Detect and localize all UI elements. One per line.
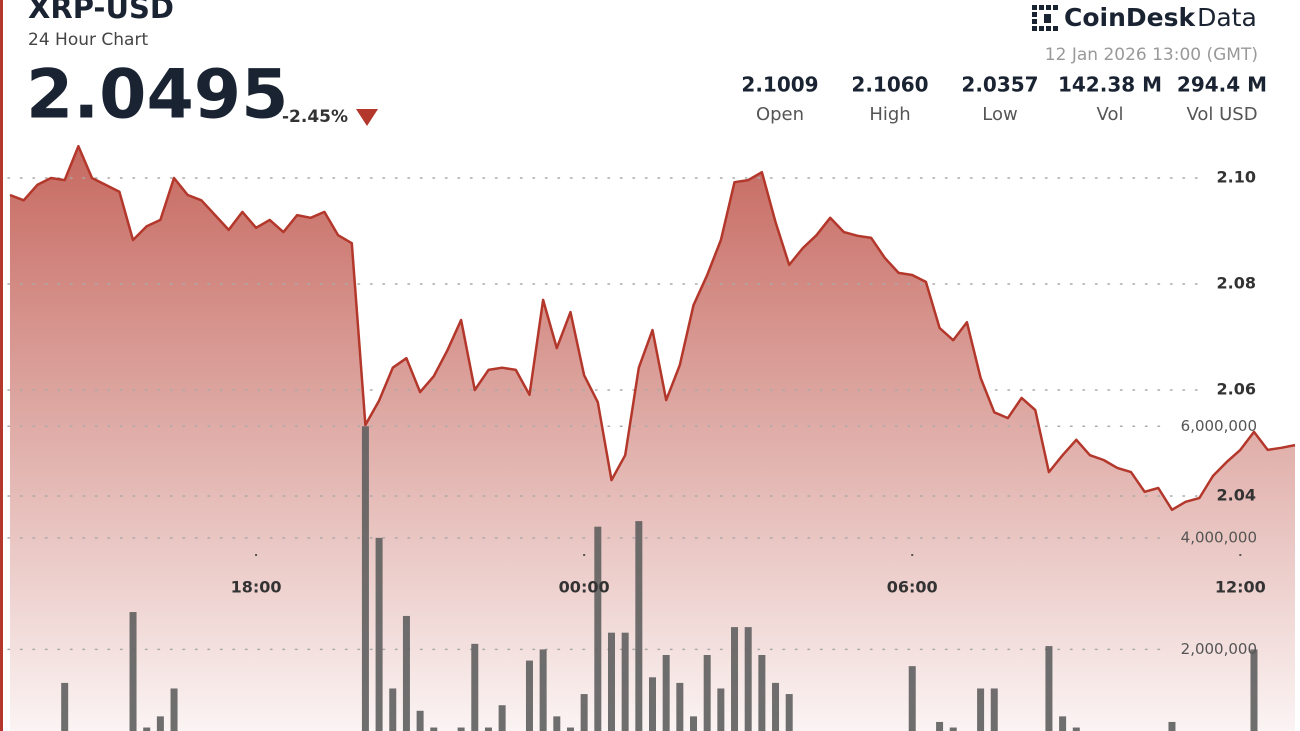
chart-subtitle: 24 Hour Chart [28,30,148,50]
volume-bar [717,688,725,731]
volume-bar [908,666,916,731]
volume-bar [949,727,957,731]
volume-bar [129,612,137,731]
volume-bar [471,643,479,731]
x-tick-label: 00:00 [559,578,610,597]
x-tick-label: 18:00 [231,578,282,597]
volume-bar [607,632,615,731]
volume-bar [731,627,739,731]
volume-bar [1059,716,1067,731]
volume-bar [594,526,602,731]
volume-bar [744,627,752,731]
volume-bar [61,682,69,731]
change: -2.45% [282,107,348,127]
volume-bar [416,710,424,731]
volume-bar [676,682,684,731]
volume-bar [621,632,629,731]
plot: 2.04 2.06 2.08 2.10 2,000,000 4,000,000 6,000,… [7,144,1296,731]
price-line [9,144,1296,512]
logo-text: CoinDeskData [1064,3,1257,32]
volume-bar [977,688,985,731]
x-tick [255,554,258,556]
y2-tick-label: 4,000,000 [1181,528,1257,546]
price-area [10,146,1295,731]
timestamp: 12 Jan 2026 13:00 (GMT) [1045,45,1258,65]
volume-bar [1072,727,1080,731]
y-tick-label: 2.04 [1217,486,1256,505]
brand: CoinDesk [1064,3,1196,32]
volume-bar [498,705,506,731]
volume-bar [484,727,492,731]
stat-label: Low [982,104,1017,125]
volume-bar [758,655,766,731]
brand-suffix: Data [1197,3,1257,32]
volume-bar [1045,646,1053,731]
volume-bar [772,682,780,731]
y2-tick-label: 2,000,000 [1181,640,1257,658]
y-tick-label: 2.10 [1217,168,1256,187]
volume-bar [156,716,164,731]
volume-bar [553,716,561,731]
logo-icon [1032,5,1058,31]
volume-bar [143,727,151,731]
volume-bar [662,655,670,731]
volume-bar [703,655,711,731]
left-border [0,0,3,731]
volume-bar [402,615,410,731]
volume-bar [389,688,397,731]
down-arrow [356,109,378,126]
volume-bar [635,521,643,731]
y-tick-label: 2.06 [1217,380,1256,399]
volume-bar [457,727,465,731]
stat-value: 2.1060 [851,73,928,97]
chart-title: XRP-USD [28,0,174,25]
volume-bar [936,721,944,731]
stat-label: Open [756,104,804,125]
stats: 2.1009 Open 2.1060 High 2.0357 Low 142.38 M Vol… [741,73,1267,126]
stat-value: 142.38 M [1058,73,1162,97]
y2-tick-label: 6,000,000 [1181,417,1257,435]
x-tick-label: 06:00 [887,578,938,597]
volume-bar [1168,721,1176,731]
x-tick-label: 12:00 [1215,578,1266,597]
volume-bar [375,537,383,731]
volume-bar [649,677,656,731]
stat-value: 2.0357 [961,73,1038,97]
volume-bar [170,688,178,731]
stat-value: 294.4 M [1177,73,1267,97]
price: 2.0495 [26,56,288,135]
x-tick [911,554,914,556]
volume-bar [566,727,574,731]
volume-bar [430,727,438,731]
volume-bar [990,688,998,731]
y-tick-label: 2.08 [1217,274,1256,293]
volume-bar [1250,649,1258,731]
volume-bar [539,649,547,731]
volume-bar [690,716,698,731]
volume-bar [785,694,793,731]
stat-label: Vol [1097,104,1124,125]
stat-value: 2.1009 [741,73,818,97]
x-tick [583,554,586,556]
stat-label: High [869,104,910,125]
x-tick [1239,554,1242,556]
volume-bar [525,660,533,731]
stat-label: Vol USD [1186,104,1257,125]
volume-bar [361,426,369,731]
volume-bar [580,694,588,731]
